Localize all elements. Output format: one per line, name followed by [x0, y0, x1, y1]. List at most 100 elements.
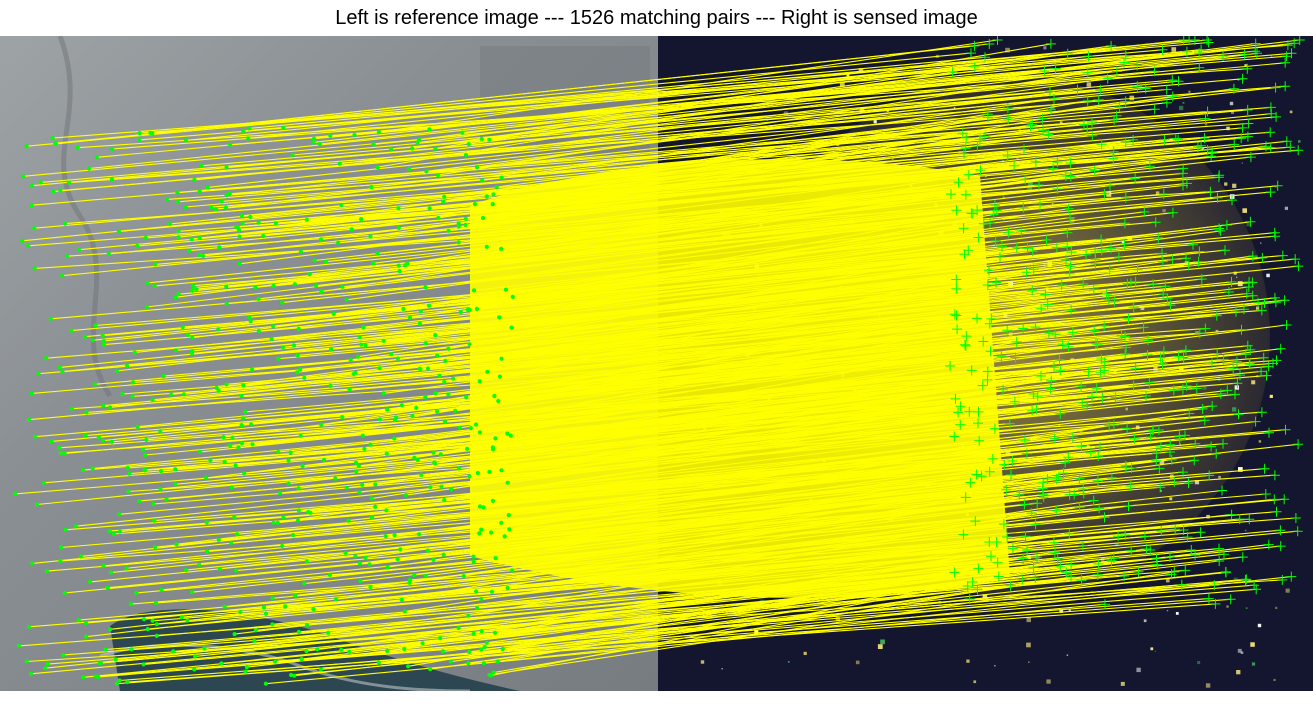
- city-light: [1240, 651, 1244, 654]
- sensed-keypoint: [1072, 84, 1083, 95]
- reference-keypoint: [357, 334, 362, 340]
- reference-keypoint: [198, 449, 203, 454]
- sensed-keypoint: [1088, 495, 1099, 506]
- reference-keypoint: [490, 202, 495, 207]
- sensed-keypoint: [989, 200, 1000, 211]
- reference-keypoint: [500, 646, 505, 652]
- sensed-keypoint: [1119, 571, 1130, 581]
- sensed-keypoint: [1081, 249, 1092, 260]
- reference-keypoint: [477, 379, 482, 384]
- reference-keypoint: [418, 309, 423, 314]
- sensed-keypoint: [1017, 574, 1028, 585]
- sensed-keypoint: [1046, 375, 1057, 386]
- reference-keypoint: [256, 220, 261, 225]
- reference-keypoint: [241, 128, 246, 133]
- sensed-keypoint: [1252, 48, 1262, 59]
- sensed-keypoint: [1292, 526, 1303, 537]
- sensed-keypoint: [949, 431, 960, 442]
- sensed-keypoint: [1257, 252, 1268, 263]
- reference-keypoint: [34, 502, 40, 507]
- reference-keypoint: [132, 350, 137, 355]
- sensed-keypoint: [1233, 409, 1244, 420]
- city-light: [1068, 609, 1071, 612]
- city-light: [1120, 681, 1125, 686]
- reference-keypoint: [276, 356, 281, 361]
- sensed-keypoint: [1056, 280, 1067, 290]
- reference-keypoint: [141, 662, 146, 667]
- sensed-keypoint: [986, 313, 997, 324]
- reference-keypoint: [64, 254, 69, 259]
- reference-keypoint: [249, 422, 254, 427]
- reference-keypoint: [57, 445, 62, 450]
- sensed-keypoint: [1199, 415, 1210, 426]
- reference-keypoint: [43, 666, 48, 671]
- sensed-keypoint: [1144, 161, 1155, 172]
- sensed-keypoint: [1244, 358, 1255, 369]
- reference-keypoint: [189, 590, 194, 595]
- sensed-keypoint: [1211, 448, 1222, 459]
- sensed-keypoint: [946, 189, 956, 200]
- sensed-keypoint: [1120, 331, 1131, 342]
- sensed-keypoint: [1218, 50, 1228, 61]
- reference-keypoint: [87, 579, 93, 585]
- sensed-keypoint: [1125, 481, 1136, 491]
- reference-keypoint: [292, 673, 297, 678]
- reference-keypoint: [44, 569, 50, 574]
- reference-keypoint: [502, 534, 507, 539]
- reference-keypoint: [339, 202, 344, 208]
- sensed-keypoint: [1144, 377, 1155, 388]
- sensed-keypoint: [1045, 38, 1056, 49]
- reference-keypoint: [298, 249, 303, 254]
- reference-keypoint: [344, 485, 349, 490]
- reference-keypoint: [187, 248, 192, 253]
- match-line: [139, 44, 1288, 134]
- reference-keypoint: [493, 556, 498, 561]
- reference-keypoint: [492, 393, 497, 399]
- reference-keypoint: [423, 341, 428, 346]
- reference-keypoint: [229, 485, 234, 490]
- sensed-keypoint: [984, 318, 995, 329]
- reference-keypoint: [29, 203, 34, 208]
- sensed-keypoint: [1226, 509, 1237, 520]
- reference-keypoint: [204, 520, 209, 525]
- reference-keypoint: [230, 435, 235, 440]
- reference-keypoint: [446, 392, 451, 397]
- reference-keypoint: [507, 527, 512, 532]
- city-light: [891, 158, 894, 160]
- reference-keypoint: [103, 647, 108, 652]
- reference-keypoint: [404, 493, 409, 498]
- sensed-keypoint: [1265, 187, 1276, 198]
- sensed-keypoint: [1121, 342, 1132, 353]
- reference-keypoint: [222, 459, 227, 465]
- sensed-keypoint: [1050, 63, 1061, 74]
- sensed-keypoint: [1205, 186, 1216, 197]
- reference-keypoint: [327, 572, 332, 578]
- reference-keypoint: [213, 207, 219, 212]
- sensed-keypoint: [1092, 339, 1103, 350]
- reference-keypoint: [304, 559, 309, 564]
- reference-keypoint: [114, 681, 119, 686]
- reference-keypoint: [28, 671, 34, 676]
- sensed-keypoint: [1270, 297, 1281, 308]
- sensed-keypoint: [953, 407, 964, 418]
- reference-keypoint: [253, 285, 258, 290]
- reference-keypoint: [402, 646, 407, 652]
- reference-keypoint: [396, 263, 401, 268]
- sensed-keypoint: [1245, 344, 1256, 355]
- reference-keypoint: [205, 185, 210, 190]
- sensed-keypoint: [967, 577, 978, 587]
- sensed-keypoint: [1078, 278, 1089, 289]
- sensed-keypoint: [1181, 381, 1192, 391]
- sensed-keypoint: [1157, 256, 1168, 267]
- sensed-keypoint: [1241, 574, 1252, 585]
- sensed-keypoint: [1214, 543, 1224, 554]
- sensed-keypoint: [1149, 66, 1160, 77]
- reference-keypoint: [190, 288, 195, 293]
- sensed-keypoint: [1011, 336, 1022, 347]
- sensed-keypoint: [1191, 383, 1202, 394]
- sensed-keypoint: [961, 331, 972, 342]
- sensed-keypoint: [1232, 378, 1243, 389]
- reference-keypoint: [443, 358, 448, 363]
- sensed-keypoint: [1210, 598, 1221, 609]
- city-light: [1166, 609, 1169, 612]
